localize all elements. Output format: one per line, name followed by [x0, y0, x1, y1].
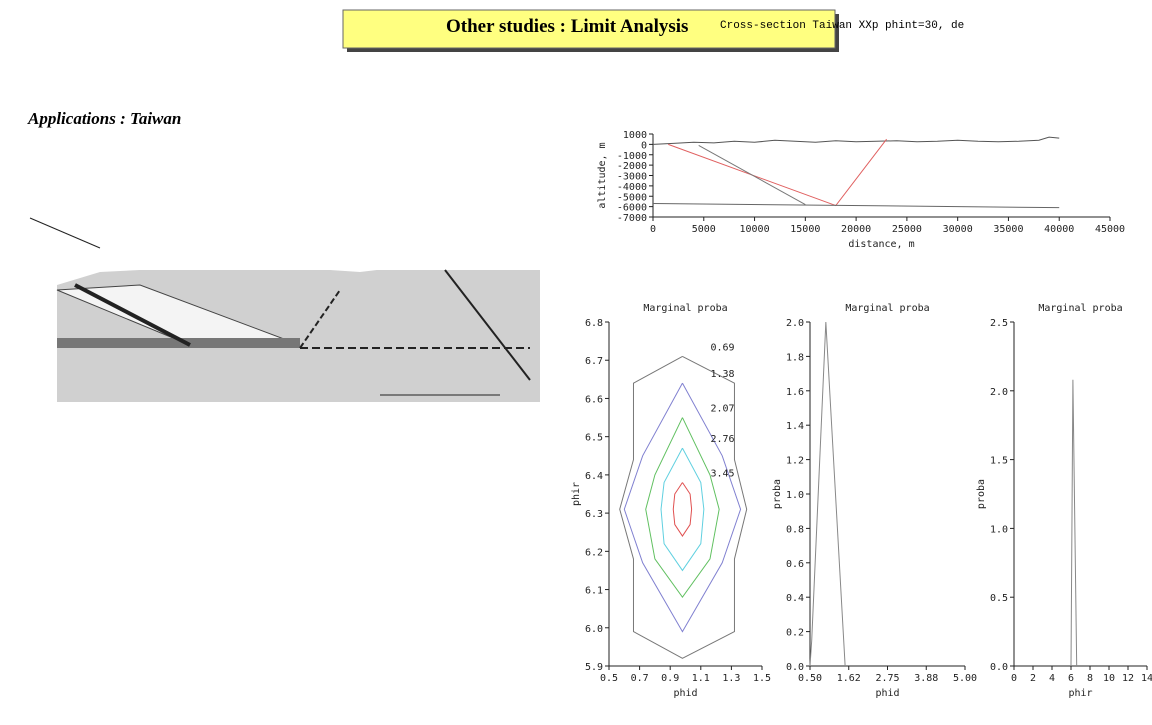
x-tick-label: 1.62 [837, 673, 861, 684]
x-tick-label: 30000 [943, 224, 973, 235]
x-tick-label: 14 [1141, 673, 1152, 684]
y-tick-label: 0.2 [786, 628, 804, 639]
y-tick-label: 0.0 [990, 662, 1008, 673]
contour-label: 3.45 [710, 469, 734, 480]
y-tick-label: 1.4 [786, 421, 804, 432]
chart-title: Marginal proba [845, 303, 929, 314]
y-tick-label: 0.4 [786, 593, 804, 604]
y-tick-label: 6.0 [585, 624, 603, 635]
y-tick-label: 0.5 [990, 593, 1008, 604]
y-tick-label: 1.5 [990, 456, 1008, 467]
x-tick-label: 3.88 [914, 673, 938, 684]
x-tick-label: 0.7 [631, 673, 649, 684]
data-line [652, 136, 1060, 145]
y-tick-label: -4000 [617, 182, 647, 193]
x-tick-label: 40000 [1044, 224, 1074, 235]
x-axis-label: phid [673, 688, 697, 699]
y-tick-label: 2.0 [786, 318, 804, 329]
y-tick-label: 1.6 [786, 387, 804, 398]
x-tick-label: 15000 [790, 224, 820, 235]
y-tick-label: 2.5 [990, 318, 1008, 329]
chart-title: Marginal proba [1038, 303, 1122, 314]
y-tick-label: 6.1 [585, 586, 603, 597]
x-tick-label: 10 [1103, 673, 1115, 684]
y-tick-label: 6.6 [585, 394, 603, 405]
x-tick-label: 25000 [892, 224, 922, 235]
x-tick-label: 1.5 [753, 673, 771, 684]
contour-line [660, 447, 705, 572]
x-tick-label: 1.3 [722, 673, 740, 684]
data-line [809, 321, 846, 667]
x-tick-label: 0.50 [798, 673, 822, 684]
y-tick-label: 6.5 [585, 433, 603, 444]
y-tick-label: -1000 [617, 151, 647, 162]
x-tick-label: 20000 [841, 224, 871, 235]
x-tick-label: 2.75 [875, 673, 899, 684]
y-tick-label: 6.7 [585, 356, 603, 367]
y-tick-label: -7000 [617, 213, 647, 224]
y-tick-label: 6.2 [585, 547, 603, 558]
x-tick-label: 5.00 [953, 673, 977, 684]
data-line [698, 144, 806, 205]
contour-line [623, 382, 742, 633]
contour-label: 2.07 [710, 404, 734, 415]
data-line [1070, 379, 1078, 667]
y-tick-label: 1.0 [786, 490, 804, 501]
x-axis-label: distance, m [848, 239, 914, 250]
y-tick-label: 1.8 [786, 352, 804, 363]
subtitle: Cross-section Taiwan XXp phint=30, de [720, 20, 964, 32]
y-tick-label: 6.3 [585, 509, 603, 520]
title-box [342, 9, 836, 49]
cross-section-figure [29, 217, 540, 402]
y-tick-label: -5000 [617, 192, 647, 203]
x-tick-label: 0 [650, 224, 656, 235]
chart-title: Marginal proba [643, 303, 727, 314]
x-tick-label: 10000 [740, 224, 770, 235]
x-tick-label: 35000 [993, 224, 1023, 235]
y-tick-label: 1.2 [786, 456, 804, 467]
y-tick-label: 2.0 [990, 387, 1008, 398]
contour-label: 0.69 [710, 342, 734, 353]
x-tick-label: 1.1 [692, 673, 710, 684]
heading: Applications : Taiwan [27, 109, 181, 128]
y-tick-label: 5.9 [585, 662, 603, 673]
y-tick-label: 1.0 [990, 524, 1008, 535]
title: Other studies : Limit Analysis [446, 16, 688, 37]
y-axis-label: proba [976, 479, 987, 509]
x-axis-label: phid [875, 688, 899, 699]
y-tick-label: -3000 [617, 172, 647, 183]
x-tick-label: 2 [1030, 673, 1036, 684]
y-tick-label: 0 [641, 140, 647, 151]
x-tick-label: 0.9 [661, 673, 679, 684]
contour-line [645, 417, 720, 599]
y-axis-label: proba [772, 479, 783, 509]
x-tick-label: 8 [1087, 673, 1093, 684]
data-line [668, 138, 887, 207]
y-axis-label: altitude, m [597, 142, 608, 208]
y-tick-label: 1000 [623, 130, 647, 141]
x-tick-label: 0 [1011, 673, 1017, 684]
contour-line [619, 355, 748, 659]
x-tick-label: 4 [1049, 673, 1055, 684]
contour-label: 2.76 [710, 434, 734, 445]
x-tick-label: 0.5 [600, 673, 618, 684]
x-tick-label: 12 [1122, 673, 1134, 684]
x-axis-label: phir [1068, 688, 1092, 699]
data-line [652, 203, 1060, 209]
y-tick-label: 6.4 [585, 471, 603, 482]
y-tick-label: 0.0 [786, 662, 804, 673]
y-tick-label: 6.8 [585, 318, 603, 329]
x-tick-label: 6 [1068, 673, 1074, 684]
contour-label: 1.38 [710, 369, 734, 380]
y-axis-label: phir [571, 482, 582, 506]
contour-line [672, 482, 693, 537]
y-tick-label: -6000 [617, 203, 647, 214]
y-tick-label: 0.8 [786, 524, 804, 535]
x-tick-label: 45000 [1095, 224, 1125, 235]
y-tick-label: -2000 [617, 161, 647, 172]
y-tick-label: 0.6 [786, 559, 804, 570]
x-tick-label: 5000 [692, 224, 716, 235]
